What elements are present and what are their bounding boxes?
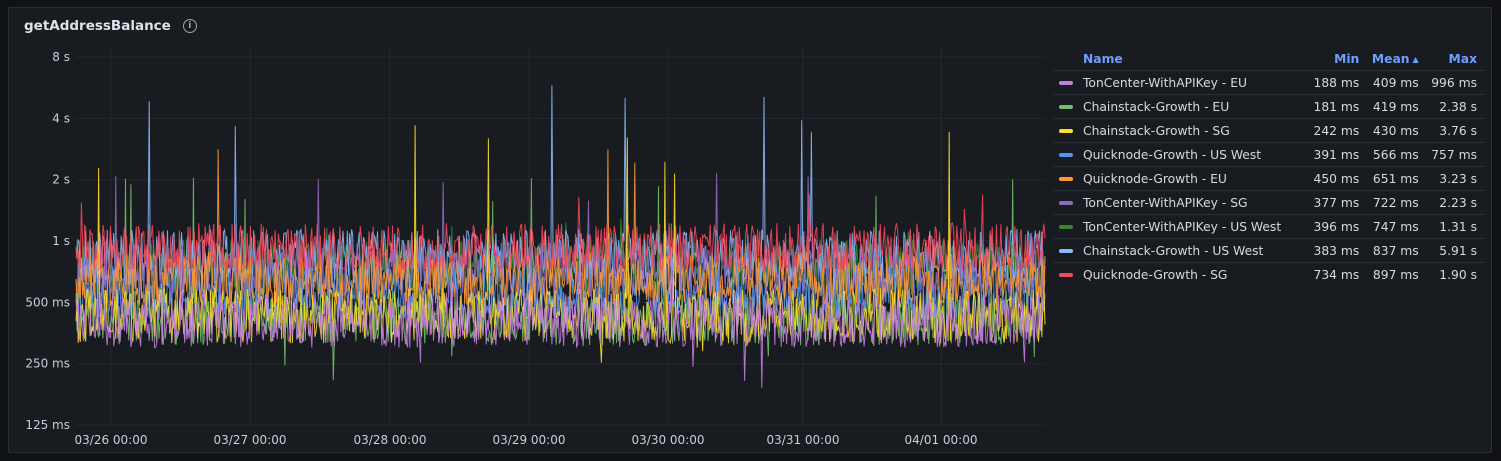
legend-series-label: Quicknode-Growth - EU xyxy=(1083,171,1227,186)
legend-header-name[interactable]: Name xyxy=(1083,52,1123,66)
legend-max-value: 2.23 s xyxy=(1426,190,1485,215)
legend-series-label: TonCenter-WithAPIKey - EU xyxy=(1083,75,1247,90)
legend-series-name[interactable]: TonCenter-WithAPIKey - US West xyxy=(1053,214,1310,239)
legend-row[interactable]: Chainstack-Growth - US West 383 ms 837 ms 5… xyxy=(1053,238,1485,263)
series-color-swatch xyxy=(1059,273,1073,277)
legend-row[interactable]: TonCenter-WithAPIKey - SG 377 ms 722 ms 2.2… xyxy=(1053,190,1485,215)
legend-series-name[interactable]: TonCenter-WithAPIKey - EU xyxy=(1053,70,1310,95)
legend-max-value: 757 ms xyxy=(1426,142,1485,167)
y-tick-label: 500 ms xyxy=(25,295,70,309)
legend-row[interactable]: TonCenter-WithAPIKey - EU 188 ms 409 ms 996… xyxy=(1053,70,1485,95)
y-tick-label: 250 ms xyxy=(25,357,70,371)
legend-series-label: Quicknode-Growth - US West xyxy=(1083,147,1262,162)
panel-title[interactable]: getAddressBalance xyxy=(24,18,171,34)
series-color-swatch xyxy=(1059,105,1073,109)
series-line xyxy=(75,173,1046,327)
series-line xyxy=(75,194,1046,271)
legend-row[interactable]: TonCenter-WithAPIKey - US West 396 ms 747 … xyxy=(1053,214,1485,239)
x-tick-label: 04/01 00:00 xyxy=(905,433,978,447)
legend-max-value: 996 ms xyxy=(1426,70,1485,95)
legend-series-name[interactable]: Quicknode-Growth - EU xyxy=(1053,166,1310,191)
legend-series-label: Quicknode-Growth - SG xyxy=(1083,267,1228,282)
x-tick-label: 03/27 00:00 xyxy=(214,433,287,447)
legend-header-mean[interactable]: Mean ▲ xyxy=(1367,48,1426,71)
legend-header-min[interactable]: Min xyxy=(1334,52,1360,66)
legend-header-max[interactable]: Max xyxy=(1448,52,1477,66)
legend-table: Name Min Mean ▲ Max TonCenter-WithAPIKey … xyxy=(1053,48,1485,286)
legend-max-value: 1.90 s xyxy=(1426,262,1485,286)
series-color-swatch xyxy=(1059,81,1073,85)
legend-max-value: 1.31 s xyxy=(1426,214,1485,239)
series-line xyxy=(75,125,1046,363)
legend-series-name[interactable]: Chainstack-Growth - US West xyxy=(1053,238,1310,263)
legend-min-value: 377 ms xyxy=(1309,190,1368,215)
legend-min-value: 383 ms xyxy=(1309,238,1368,263)
series-color-swatch xyxy=(1059,201,1073,205)
legend-min-value: 242 ms xyxy=(1309,118,1368,143)
legend-mean-value: 419 ms xyxy=(1367,94,1427,119)
series-color-swatch xyxy=(1059,129,1073,133)
legend-max-value: 5.91 s xyxy=(1426,238,1485,263)
legend-row[interactable]: Chainstack-Growth - EU 181 ms 419 ms 2.38 s xyxy=(1053,94,1485,119)
legend-row[interactable]: Chainstack-Growth - SG 242 ms 430 ms 3.76 s xyxy=(1053,118,1485,143)
legend-min-value: 450 ms xyxy=(1309,166,1368,191)
legend-mean-value: 651 ms xyxy=(1367,166,1427,191)
time-series-chart[interactable]: 8 s 4 s 2 s 1 s 500 ms 250 ms 125 ms 03/26 00:0… xyxy=(9,8,1053,454)
x-tick-label: 03/30 00:00 xyxy=(632,433,705,447)
series-line xyxy=(75,244,1046,389)
legend-header-mean-label: Mean xyxy=(1371,52,1410,66)
legend-mean-value: 747 ms xyxy=(1367,214,1427,239)
legend-mean-value: 430 ms xyxy=(1367,118,1427,143)
series-color-swatch xyxy=(1059,225,1073,229)
legend-min-value: 396 ms xyxy=(1309,214,1368,239)
legend-mean-value: 897 ms xyxy=(1367,262,1427,286)
legend-row[interactable]: Quicknode-Growth - EU 450 ms 651 ms 3.23 s xyxy=(1053,166,1485,191)
legend-series-name[interactable]: Quicknode-Growth - SG xyxy=(1053,262,1310,286)
x-tick-label: 03/31 00:00 xyxy=(767,433,840,447)
x-tick-label: 03/28 00:00 xyxy=(354,433,427,447)
legend-series-name[interactable]: Chainstack-Growth - EU xyxy=(1053,94,1310,119)
legend-max-value: 3.23 s xyxy=(1426,166,1485,191)
legend-series-label: Chainstack-Growth - US West xyxy=(1083,243,1264,258)
legend-series-name[interactable]: Quicknode-Growth - US West xyxy=(1053,142,1310,167)
y-tick-label: 125 ms xyxy=(25,418,70,432)
legend-series-label: TonCenter-WithAPIKey - SG xyxy=(1083,195,1248,210)
legend-mean-value: 566 ms xyxy=(1367,142,1427,167)
sort-ascending-icon: ▲ xyxy=(1412,55,1419,64)
x-tick-label: 03/29 00:00 xyxy=(493,433,566,447)
y-tick-label: 4 s xyxy=(52,111,70,125)
legend-mean-value: 722 ms xyxy=(1367,190,1427,215)
series-color-swatch xyxy=(1059,177,1073,181)
legend-series-label: TonCenter-WithAPIKey - US West xyxy=(1083,219,1282,234)
legend-series-name[interactable]: Chainstack-Growth - SG xyxy=(1053,118,1310,143)
legend-mean-value: 837 ms xyxy=(1367,238,1427,263)
panel: getAddressBalance i 8 s 4 s 2 s 1 s 500 ms 25… xyxy=(8,7,1492,453)
series-color-swatch xyxy=(1059,249,1073,253)
legend-min-value: 181 ms xyxy=(1309,94,1368,119)
legend-header-row: Name Min Mean ▲ Max xyxy=(1053,48,1485,71)
legend-max-value: 3.76 s xyxy=(1426,118,1485,143)
x-tick-label: 03/26 00:00 xyxy=(75,433,148,447)
legend-row[interactable]: Quicknode-Growth - SG 734 ms 897 ms 1.90 s xyxy=(1053,262,1485,286)
legend-max-value: 2.38 s xyxy=(1426,94,1485,119)
legend-series-label: Chainstack-Growth - SG xyxy=(1083,123,1230,138)
info-circle-icon[interactable]: i xyxy=(182,19,197,33)
legend-series-name[interactable]: TonCenter-WithAPIKey - SG xyxy=(1053,190,1310,215)
y-tick-label: 2 s xyxy=(52,173,70,187)
series-color-swatch xyxy=(1059,153,1073,157)
legend-row[interactable]: Quicknode-Growth - US West 391 ms 566 ms 75… xyxy=(1053,142,1485,167)
y-tick-label: 8 s xyxy=(52,50,70,64)
legend-min-value: 734 ms xyxy=(1309,262,1368,286)
panel-header: getAddressBalance i xyxy=(24,16,197,36)
legend-series-label: Chainstack-Growth - EU xyxy=(1083,99,1230,114)
legend-min-value: 391 ms xyxy=(1309,142,1368,167)
legend-min-value: 188 ms xyxy=(1309,70,1368,95)
y-tick-label: 1 s xyxy=(52,234,70,248)
legend-mean-value: 409 ms xyxy=(1367,70,1427,95)
